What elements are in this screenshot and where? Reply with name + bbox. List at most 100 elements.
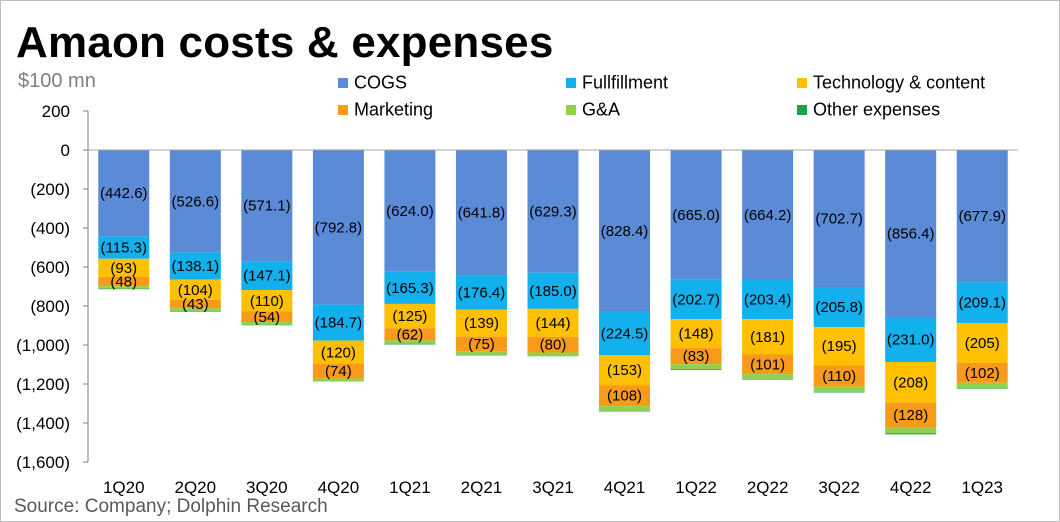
bar-g-a-2Q21 — [455, 351, 507, 355]
data-label: (110) — [822, 368, 856, 385]
data-label: (665.0) — [672, 207, 720, 224]
data-label: (792.8) — [315, 219, 363, 236]
bar-technology-content-4Q20 — [312, 340, 364, 365]
bar-cogs-4Q20 — [312, 150, 364, 305]
x-tick-label: 2Q22 — [747, 478, 789, 497]
bar-fullfillment-2Q21 — [455, 275, 507, 310]
data-label: (102) — [965, 365, 1000, 382]
bar-technology-content-1Q20 — [98, 258, 150, 277]
data-label: (144) — [535, 315, 570, 332]
legend-entry: Marketing — [354, 100, 433, 120]
bar-cogs-1Q20 — [98, 150, 150, 237]
data-label: (147.1) — [243, 268, 291, 285]
bar-other-expenses-1Q22 — [670, 369, 722, 371]
data-label: (185.0) — [529, 283, 577, 300]
bar-technology-content-1Q22 — [670, 319, 722, 349]
bar-fullfillment-1Q22 — [670, 279, 722, 320]
data-label: (101) — [750, 356, 785, 373]
bar-marketing-1Q22 — [670, 348, 722, 365]
data-label: (115.3) — [101, 240, 147, 257]
x-tick-label: 1Q21 — [389, 478, 431, 497]
y-tick-label: 200 — [42, 102, 70, 121]
data-label: (203.4) — [744, 291, 792, 308]
x-tick-label: 1Q23 — [961, 478, 1003, 497]
x-tick-label: 2Q21 — [461, 478, 503, 497]
bar-technology-content-3Q21 — [527, 308, 579, 337]
bar-cogs-3Q21 — [527, 150, 579, 273]
y-tick-label: (1,600) — [16, 453, 70, 472]
bar-other-expenses-2Q22 — [742, 379, 794, 380]
bar-fullfillment-3Q22 — [813, 287, 865, 328]
legend-swatch — [566, 78, 576, 88]
bar-cogs-1Q21 — [384, 150, 436, 272]
legend-entry: COGS — [354, 73, 407, 93]
data-label: (571.1) — [243, 198, 291, 215]
bar-fullfillment-4Q20 — [312, 304, 364, 341]
y-tick-label: (400) — [30, 219, 70, 238]
bar-other-expenses-1Q20 — [98, 288, 150, 290]
bar-marketing-1Q21 — [384, 328, 436, 341]
data-label: (120) — [321, 344, 356, 361]
bar-cogs-4Q22 — [885, 150, 937, 317]
bar-fullfillment-3Q20 — [241, 261, 293, 291]
legend-entry: Other expenses — [813, 100, 940, 120]
bar-technology-content-2Q21 — [455, 309, 507, 337]
bar-cogs-2Q22 — [742, 150, 794, 280]
data-label: (624.0) — [386, 203, 434, 220]
bar-other-expenses-1Q23 — [956, 388, 1008, 389]
legend-swatch — [797, 78, 807, 88]
data-label: (195) — [822, 338, 857, 355]
bar-g-a-1Q21 — [384, 340, 436, 344]
bar-g-a-2Q20 — [169, 308, 221, 311]
data-label: (148) — [679, 326, 714, 343]
legend-swatch — [566, 105, 576, 115]
data-label: (48) — [110, 274, 137, 291]
data-label: (62) — [397, 326, 424, 343]
bar-g-a-3Q22 — [813, 386, 865, 392]
data-label: (43) — [182, 296, 209, 313]
bar-fullfillment-1Q21 — [384, 271, 436, 304]
data-label: (208) — [893, 374, 928, 391]
y-tick-label: (200) — [30, 180, 70, 199]
x-tick-label: 4Q21 — [604, 478, 646, 497]
bar-cogs-3Q22 — [813, 150, 865, 288]
data-label: (128) — [893, 407, 928, 424]
bar-other-expenses-3Q20 — [241, 324, 293, 326]
data-label: (205.8) — [815, 299, 863, 316]
legend-swatch — [338, 78, 348, 88]
bar-technology-content-3Q22 — [813, 327, 865, 366]
bar-other-expenses-3Q22 — [813, 391, 865, 393]
bar-marketing-4Q20 — [312, 364, 364, 379]
bar-marketing-2Q22 — [742, 354, 794, 375]
bar-marketing-4Q21 — [599, 385, 651, 407]
y-tick-label: (800) — [30, 297, 70, 316]
unit-label: $100 mn — [18, 70, 96, 92]
data-label: (74) — [325, 363, 352, 380]
bar-fullfillment-1Q23 — [956, 282, 1008, 323]
x-tick-label: 4Q22 — [890, 478, 932, 497]
data-label: (205) — [965, 335, 1000, 352]
y-tick-label: (1,400) — [16, 414, 70, 433]
x-tick-label: 3Q20 — [246, 478, 288, 497]
x-tick-label: 2Q20 — [175, 478, 217, 497]
data-label: (828.4) — [601, 223, 649, 240]
bar-technology-content-1Q23 — [956, 322, 1008, 363]
data-label: (83) — [683, 348, 710, 365]
data-label: (138.1) — [172, 258, 220, 275]
source-note: Source: Company; Dolphin Research — [14, 496, 328, 517]
bar-g-a-4Q21 — [599, 406, 651, 411]
bar-g-a-3Q21 — [527, 352, 579, 357]
bar-cogs-2Q20 — [169, 150, 221, 253]
y-tick-label: (1,000) — [16, 336, 70, 355]
y-tick-label: (600) — [30, 258, 70, 277]
legend-entry: Fullfillment — [582, 73, 668, 93]
bar-marketing-3Q22 — [813, 365, 865, 387]
bar-g-a-3Q20 — [241, 322, 293, 325]
data-label: (224.5) — [601, 325, 649, 342]
data-label: (526.6) — [172, 193, 220, 210]
bar-g-a-4Q20 — [312, 378, 364, 382]
bar-g-a-1Q23 — [956, 382, 1008, 389]
data-label: (165.3) — [386, 280, 434, 297]
bar-technology-content-3Q20 — [241, 290, 293, 312]
